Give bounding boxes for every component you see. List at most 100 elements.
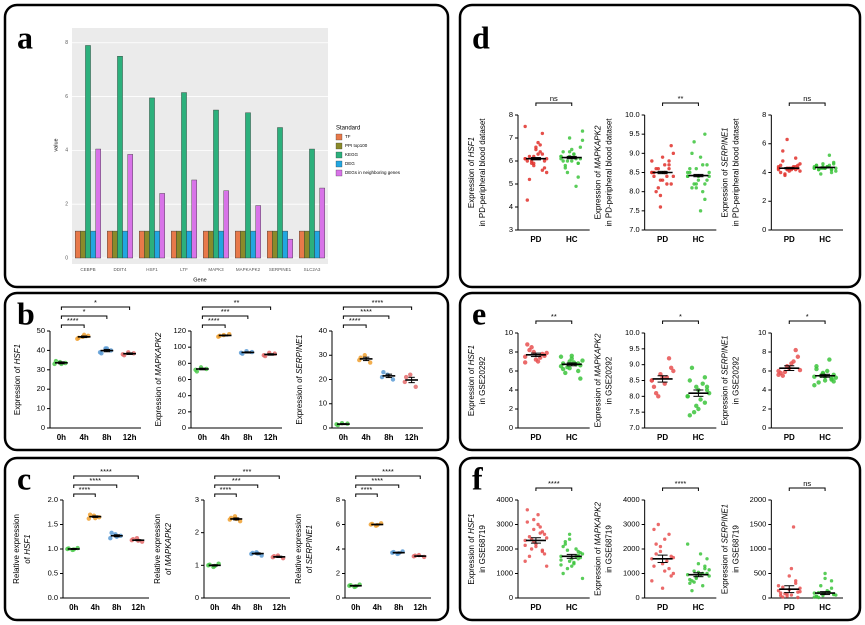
data-point	[194, 369, 200, 374]
data-point	[542, 166, 547, 170]
data-point	[667, 159, 671, 163]
significance-label: ****	[548, 479, 560, 488]
legend-swatch	[335, 133, 343, 141]
data-point	[831, 379, 836, 384]
significance-label: **	[551, 312, 557, 321]
x-tick-label: HC	[566, 433, 578, 442]
data-point	[787, 574, 791, 578]
data-point	[561, 544, 565, 549]
bar	[186, 230, 192, 259]
significance-bracket	[60, 315, 108, 319]
significance-bracket	[355, 493, 378, 497]
significance-label: ****	[67, 316, 79, 325]
data-point	[532, 517, 536, 522]
y-tick-label: 0	[762, 593, 766, 602]
y-axis-label-part: Relative expression	[294, 514, 303, 584]
x-tick-label: HC	[566, 235, 578, 244]
data-point	[532, 163, 536, 168]
data-point	[522, 360, 528, 365]
y-tick-label: 9.5	[629, 129, 639, 138]
data-point	[781, 159, 785, 163]
significance-bracket	[342, 315, 390, 319]
legend-label: DEGs in neighboring genes	[345, 170, 401, 175]
significance-bracket	[788, 320, 826, 324]
y-tick-label: 8.5	[629, 167, 639, 176]
bar	[106, 230, 113, 259]
y-tick-label: 4000	[496, 495, 513, 504]
data-point	[778, 170, 783, 175]
data-point	[816, 167, 821, 172]
bar	[191, 179, 197, 259]
data-point	[660, 586, 665, 590]
y-axis-label-part: SERPINE1	[295, 334, 304, 374]
y-tick-label: 4	[762, 385, 766, 394]
data-point	[827, 357, 832, 362]
y-tick-label: 0	[336, 593, 340, 602]
panel-label: b	[17, 295, 35, 331]
x-tick-label: 12h	[272, 603, 286, 612]
y-tick-label: 4	[762, 167, 766, 176]
data-point	[696, 406, 701, 412]
y-axis-label: Expression of MAPKAPK2	[594, 333, 603, 427]
data-point	[707, 568, 711, 572]
data-point	[702, 400, 708, 405]
y-tick-label: 120	[173, 326, 186, 335]
y-tick-label: 9.0	[629, 148, 639, 157]
legend-title: Standard	[336, 126, 360, 132]
data-point	[563, 166, 567, 170]
data-point	[698, 397, 703, 402]
data-point	[523, 543, 527, 548]
data-point	[667, 532, 671, 536]
y-tick-label: 50	[37, 326, 45, 335]
data-point	[413, 384, 418, 389]
y-axis-label: Expression of MAPKAPK2	[594, 125, 603, 219]
y-axis-label-part: Relative expression	[153, 514, 162, 584]
x-tick-label: 8h	[253, 603, 262, 612]
x-tick-label: 12h	[413, 603, 427, 612]
significance-bracket	[662, 320, 699, 324]
y-axis-label-part: in GSE20292	[731, 356, 740, 404]
y-tick-label: 7.5	[629, 407, 639, 416]
data-point	[563, 370, 568, 376]
x-tick-label: PD	[530, 603, 541, 612]
y-tick-label: 8	[509, 347, 513, 356]
y-axis-label-part: Expression of	[467, 534, 476, 585]
y-axis-label-part: MAPKAPK2	[594, 333, 603, 377]
data-point	[653, 390, 659, 396]
y-axis-label-part: SERPINE1	[720, 504, 729, 544]
data-point	[651, 384, 657, 390]
data-point	[663, 537, 667, 541]
y-tick-label: 40	[178, 391, 186, 400]
bar	[250, 230, 256, 259]
y-tick-label: 1500	[750, 519, 767, 528]
y-axis-label-part: HSF1	[13, 344, 22, 364]
data-point	[776, 372, 781, 377]
legend-label: DEG	[345, 161, 355, 166]
data-point	[669, 574, 673, 578]
y-tick-label: 30	[319, 350, 327, 359]
data-point	[561, 159, 565, 163]
y-axis-label: in GSE68719	[605, 525, 614, 573]
significance-label: ****	[372, 298, 384, 307]
y-tick-label: 6	[509, 366, 513, 375]
data-point	[692, 140, 696, 144]
data-point	[542, 159, 547, 163]
y-axis-label: Relative expression	[294, 514, 303, 584]
y-axis-label: value	[53, 138, 59, 151]
y-tick-label: 8	[336, 495, 340, 504]
x-tick-label: PD	[784, 603, 795, 612]
x-tick-label: HC	[693, 235, 705, 244]
significance-label: ****	[675, 479, 687, 488]
legend-swatch	[335, 160, 343, 168]
y-tick-label: 100	[173, 342, 186, 351]
data-point	[99, 351, 104, 356]
data-point	[650, 579, 654, 583]
data-point	[798, 169, 802, 173]
data-point	[544, 350, 549, 356]
data-point	[663, 569, 667, 573]
y-tick-label: 9.5	[629, 344, 639, 353]
y-tick-label: 4	[336, 544, 340, 553]
data-point	[563, 542, 567, 546]
y-axis-label: in PD-peripheral blood dataset	[478, 118, 487, 227]
